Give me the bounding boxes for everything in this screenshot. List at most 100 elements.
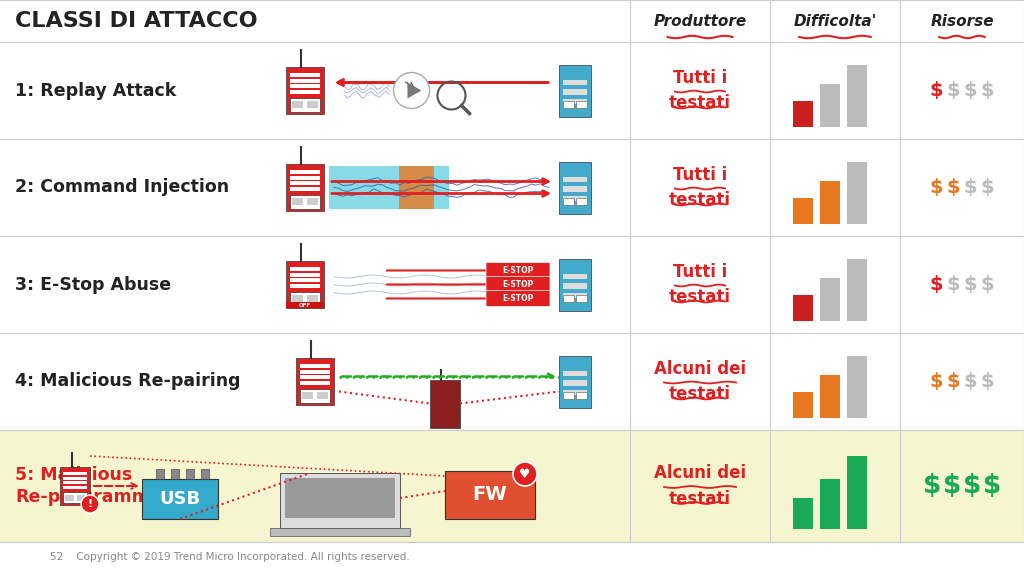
Bar [847,456,867,528]
Bar [0,333,1024,430]
Text: $: $ [964,81,977,100]
Text: $: $ [964,178,977,197]
Bar [302,392,313,399]
Bar [820,181,840,225]
Bar [286,67,324,114]
Text: E-STOP: E-STOP [503,294,534,303]
Text: !: ! [87,499,92,509]
FancyBboxPatch shape [486,291,550,307]
Bar [300,370,330,374]
Bar [563,392,574,399]
Bar [559,258,591,311]
Bar [60,467,90,505]
Bar [280,473,400,528]
Bar [293,198,303,206]
Bar [290,73,321,77]
Text: E-STOP: E-STOP [503,266,534,275]
Text: OFF: OFF [299,303,311,308]
Bar [66,494,74,500]
Bar [847,65,867,127]
Bar [290,273,321,277]
Bar [329,166,449,209]
Text: $: $ [981,372,994,391]
Bar [290,170,321,174]
Text: $: $ [930,275,943,294]
Text: 1: Replay Attack: 1: Replay Attack [15,81,176,100]
Bar [847,355,867,418]
Bar [270,528,410,536]
Text: E-STOP: E-STOP [503,280,534,289]
Text: 52    Copyright © 2019 Trend Micro Incorporated. All rights reserved.: 52 Copyright © 2019 Trend Micro Incorpor… [50,552,410,562]
Text: Difficolta': Difficolta' [794,14,877,29]
Bar [563,274,587,279]
Bar [156,469,164,479]
Bar [290,181,321,185]
Bar [563,80,587,85]
Bar [286,261,324,308]
Bar [63,472,87,475]
Text: $: $ [981,81,994,100]
Bar [63,485,87,489]
Bar [290,267,321,271]
Text: Tutti i
testati: Tutti i testati [669,69,731,112]
Bar [563,99,587,104]
Bar [316,392,328,399]
Bar [296,358,334,405]
Bar [293,101,303,108]
Bar [847,162,867,225]
Bar [820,375,840,418]
Bar [186,469,194,479]
Text: 4: Malicious Re-pairing: 4: Malicious Re-pairing [15,372,241,391]
Bar [77,494,85,500]
Bar [0,236,1024,333]
Bar [286,302,324,308]
Text: $: $ [963,473,981,499]
Bar [290,98,321,112]
Text: $: $ [983,473,1001,499]
Bar [577,295,588,302]
Bar [847,258,867,321]
Text: Alcuni dei
testati: Alcuni dei testati [654,360,746,403]
Text: ♥: ♥ [519,468,530,481]
Polygon shape [408,83,422,99]
Bar [563,284,587,289]
Bar [563,293,587,298]
Circle shape [513,462,537,486]
Text: Tutti i
testati: Tutti i testati [669,166,731,209]
Bar [399,166,434,209]
Bar [559,355,591,407]
Bar [290,284,321,288]
Bar [563,89,587,95]
Bar [290,176,321,180]
Bar [307,198,317,206]
Text: 2: Command Injection: 2: Command Injection [15,179,229,197]
Bar [793,392,813,418]
Text: Alcuni dei
testati: Alcuni dei testati [654,465,746,508]
Bar [0,42,1024,139]
Bar [63,492,87,503]
Bar [290,292,321,305]
Bar [0,430,1024,542]
Text: $: $ [946,372,961,391]
Bar [559,162,591,214]
Circle shape [81,495,99,513]
Bar [820,478,840,528]
Bar [577,101,588,108]
Bar [563,390,587,395]
Bar [563,380,587,386]
Bar [820,278,840,321]
Bar [0,139,1024,236]
Bar [563,186,587,191]
Text: Produttore: Produttore [653,14,746,29]
Bar [577,392,588,399]
Bar [820,84,840,127]
Text: 5: Malicious
Re-programming: 5: Malicious Re-programming [15,466,180,506]
Text: Risorse: Risorse [930,14,994,29]
Bar [63,477,87,480]
Bar [793,295,813,321]
Bar [307,295,317,303]
Bar [286,164,324,211]
Bar [290,84,321,88]
Text: $: $ [930,81,943,100]
Text: $: $ [943,473,962,499]
